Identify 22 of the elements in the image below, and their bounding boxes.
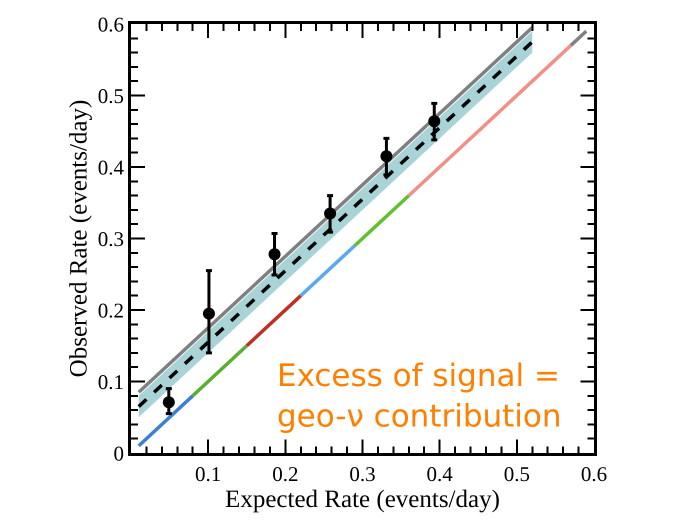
annotation: Excess of signal = geo-ν contribution xyxy=(277,358,562,434)
y-tick-label: 0.5 xyxy=(98,84,124,108)
x-tick-label: 0.1 xyxy=(195,462,222,486)
y-tick-label: 0.3 xyxy=(98,226,124,251)
x-axis-title: Expected Rate (events/day) xyxy=(225,486,500,513)
point xyxy=(324,207,336,220)
x-tick-label: 0.6 xyxy=(580,462,608,486)
point xyxy=(268,248,281,260)
point xyxy=(162,396,175,408)
point xyxy=(380,150,392,162)
point xyxy=(428,115,440,128)
x-tick-label: 0.3 xyxy=(349,462,376,486)
y-tick-label: 0.6 xyxy=(98,12,124,36)
y-tick-label: 0.4 xyxy=(98,155,125,180)
point xyxy=(202,308,215,320)
x-tick-label: 0.5 xyxy=(504,462,530,486)
y-tick-label: 0.2 xyxy=(98,298,124,322)
y-tick-label: 0.1 xyxy=(98,370,124,394)
x-tick-label: 0.2 xyxy=(272,462,298,486)
y-tick-label: 0 xyxy=(114,441,124,466)
y-axis-title: Observed Rate (events/day) xyxy=(66,100,93,378)
x-tick-label: 0.4 xyxy=(426,462,454,486)
